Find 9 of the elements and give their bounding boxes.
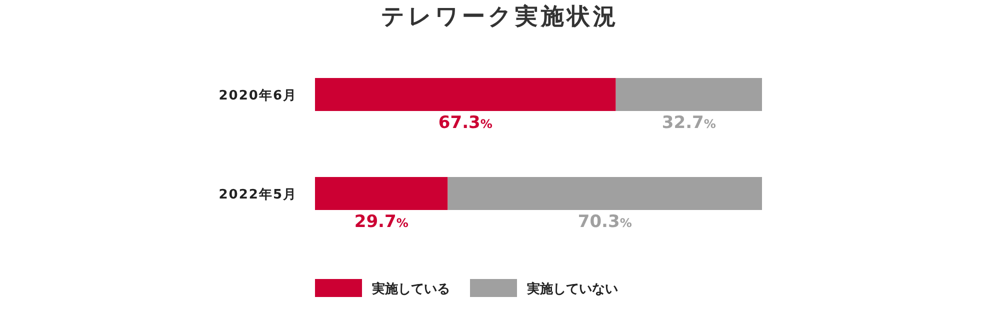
legend-label: 実施している — [371, 281, 450, 297]
chart-title: テレワーク実施状況 — [381, 3, 619, 30]
data-label: 32.7% — [662, 113, 716, 133]
data-label: 70.3% — [578, 212, 632, 232]
data-label: 67.3% — [438, 113, 492, 133]
data-label: 29.7% — [354, 212, 408, 232]
legend-label: 実施していない — [526, 281, 618, 297]
y-tick-label: 2022年5月 — [218, 188, 297, 202]
y-tick-label: 2020年6月 — [218, 88, 297, 104]
